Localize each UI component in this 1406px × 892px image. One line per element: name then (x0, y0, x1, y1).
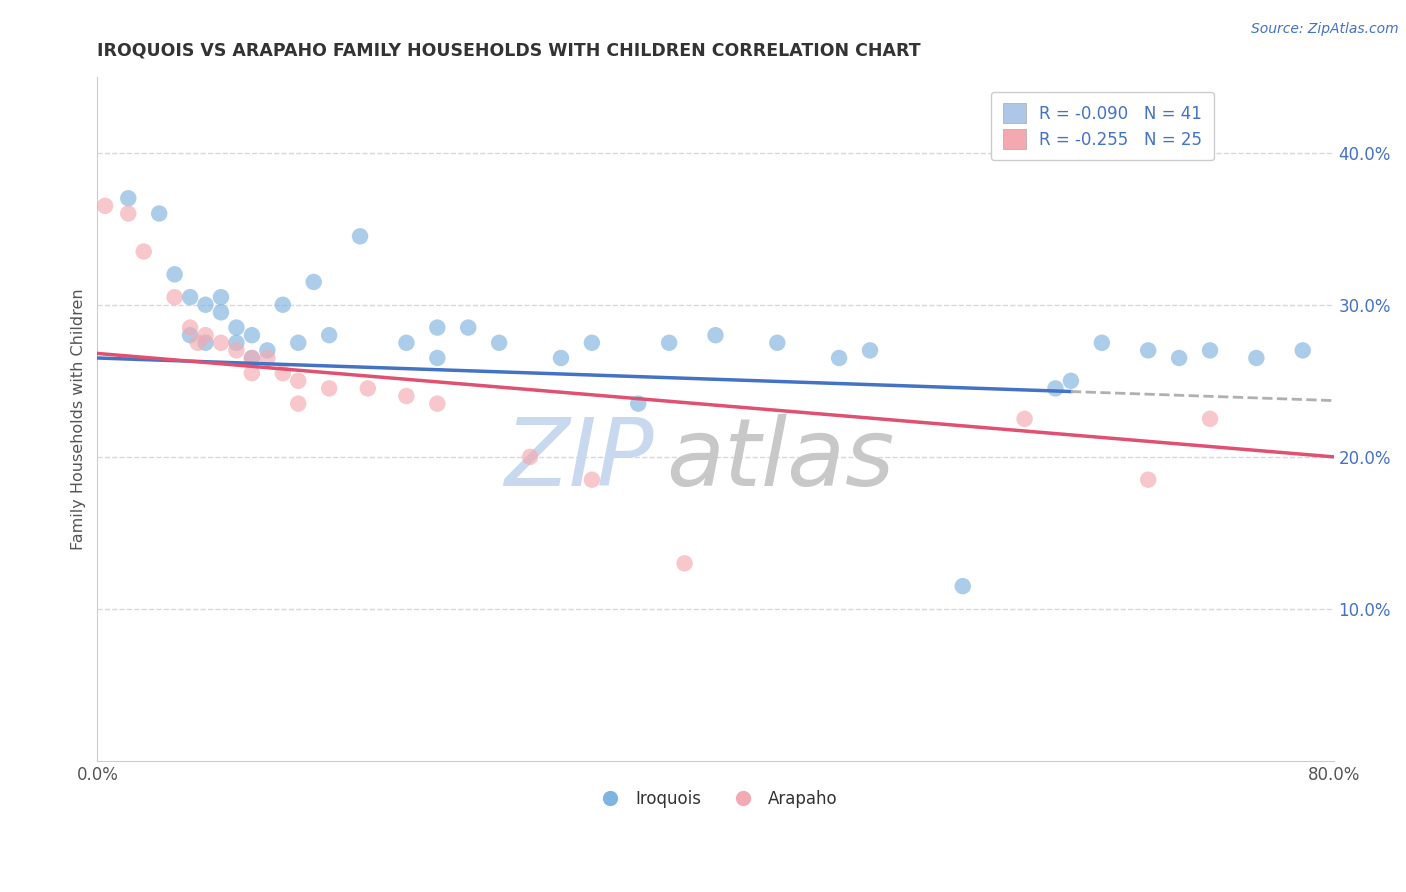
Point (194, 328, 217, 343)
Point (1246, 351, 1268, 365)
Point (148, 206, 170, 220)
Point (426, 320, 449, 334)
Point (519, 450, 541, 464)
Point (94, 199, 117, 213)
Point (395, 389, 418, 403)
Point (550, 351, 572, 365)
Point (426, 351, 449, 365)
Point (704, 328, 727, 343)
Point (1137, 343, 1160, 358)
Point (766, 335, 789, 350)
Point (256, 351, 278, 365)
Text: ZIP: ZIP (505, 415, 654, 506)
Point (287, 374, 309, 388)
Point (225, 320, 247, 334)
Point (349, 229, 371, 244)
Point (1014, 412, 1036, 426)
Point (488, 335, 510, 350)
Point (163, 290, 186, 304)
Point (581, 335, 603, 350)
Text: Source: ZipAtlas.com: Source: ZipAtlas.com (1251, 22, 1399, 37)
Point (1045, 381, 1067, 395)
Point (179, 320, 201, 334)
Point (318, 328, 340, 343)
Point (187, 335, 209, 350)
Point (194, 298, 217, 312)
Point (117, 191, 139, 205)
Point (658, 335, 681, 350)
Point (240, 366, 263, 380)
Point (952, 579, 974, 593)
Point (287, 335, 309, 350)
Text: IROQUOIS VS ARAPAHO FAMILY HOUSEHOLDS WITH CHILDREN CORRELATION CHART: IROQUOIS VS ARAPAHO FAMILY HOUSEHOLDS WI… (97, 42, 921, 60)
Point (395, 335, 418, 350)
Point (163, 268, 186, 282)
Point (271, 366, 294, 380)
Point (457, 320, 479, 334)
Point (271, 298, 294, 312)
Point (194, 335, 217, 350)
Point (225, 335, 247, 350)
Point (1199, 343, 1222, 358)
Point (581, 473, 603, 487)
Point (209, 305, 232, 319)
Legend: Iroquois, Arapaho: Iroquois, Arapaho (586, 783, 844, 814)
Point (225, 343, 247, 358)
Text: atlas: atlas (666, 415, 894, 506)
Point (240, 351, 263, 365)
Point (673, 557, 696, 571)
Point (1199, 412, 1222, 426)
Y-axis label: Family Households with Children: Family Households with Children (72, 288, 86, 549)
Point (179, 328, 201, 343)
Point (828, 351, 851, 365)
Point (209, 290, 232, 304)
Point (209, 335, 232, 350)
Point (1137, 473, 1160, 487)
Point (287, 396, 309, 410)
Point (1168, 351, 1191, 365)
Point (1292, 343, 1315, 358)
Point (179, 290, 201, 304)
Point (240, 351, 263, 365)
Point (426, 396, 449, 410)
Point (240, 328, 263, 343)
Point (302, 275, 325, 289)
Point (117, 206, 139, 220)
Point (357, 381, 380, 395)
Point (627, 396, 650, 410)
Point (859, 343, 882, 358)
Point (318, 381, 340, 395)
Point (1091, 335, 1114, 350)
Point (1060, 374, 1083, 388)
Point (132, 244, 155, 259)
Point (256, 343, 278, 358)
